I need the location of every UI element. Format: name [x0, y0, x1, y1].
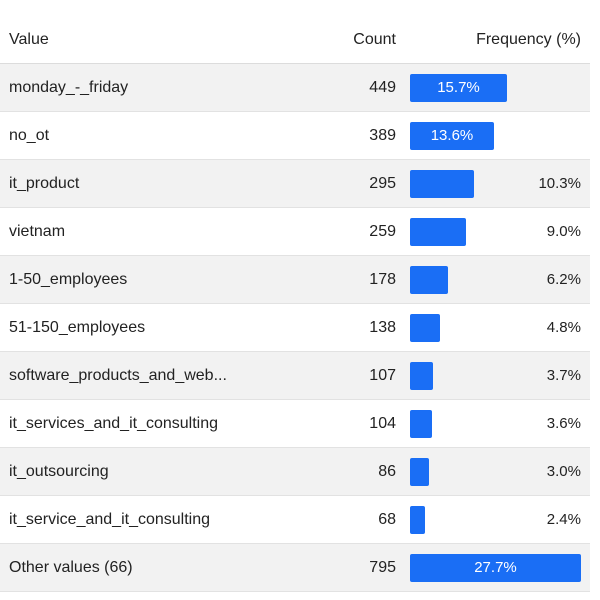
- frequency-bar: [410, 457, 429, 486]
- row-value: software_products_and_web...: [9, 366, 227, 384]
- frequency-percent-label: 3.0%: [546, 463, 581, 480]
- frequency-table: Value Count Frequency (%) monday_-_frida…: [0, 16, 590, 592]
- row-value: no_ot: [9, 126, 50, 144]
- frequency-percent-label: 13.6%: [430, 127, 474, 144]
- table-body: monday_-_friday 449 15.7% no_ot 389 13.6% it_p…: [0, 64, 590, 592]
- frequency-bar: 15.7%: [410, 73, 507, 102]
- table-row: vietnam 259 9.0%: [0, 208, 590, 256]
- row-count: 449: [369, 78, 396, 96]
- frequency-bar: [410, 169, 474, 198]
- frequency-bar: [410, 313, 440, 342]
- row-value: it_service_and_it_consulting: [9, 510, 211, 528]
- table-row: it_services_and_it_consulting 104 3.6%: [0, 400, 590, 448]
- row-frequency: 3.0%: [396, 448, 590, 495]
- frequency-bar-track: 27.7%: [410, 553, 581, 582]
- frequency-bar-track: 4.8%: [410, 313, 581, 342]
- frequency-bar: [410, 505, 425, 534]
- row-count: 86: [378, 462, 396, 480]
- table-header: Value Count Frequency (%): [0, 16, 590, 64]
- table-row: software_products_and_web... 107 3.7%: [0, 352, 590, 400]
- row-frequency: 3.7%: [396, 352, 590, 399]
- row-count: 104: [369, 414, 396, 432]
- row-value: 51-150_employees: [9, 318, 146, 336]
- table-row: it_service_and_it_consulting 68 2.4%: [0, 496, 590, 544]
- frequency-bar-track: 3.0%: [410, 457, 581, 486]
- row-frequency: 2.4%: [396, 496, 590, 543]
- row-count: 295: [369, 174, 396, 192]
- table-row: it_outsourcing 86 3.0%: [0, 448, 590, 496]
- frequency-bar: [410, 409, 432, 438]
- row-value: Other values (66): [9, 558, 133, 576]
- table-row: no_ot 389 13.6%: [0, 112, 590, 160]
- row-value: monday_-_friday: [9, 78, 129, 96]
- frequency-percent-label: 3.6%: [546, 415, 581, 432]
- row-count: 795: [369, 558, 396, 576]
- frequency-percent-label: 27.7%: [474, 559, 517, 576]
- row-frequency: 27.7%: [396, 544, 590, 591]
- frequency-column-header: Frequency (%): [476, 30, 581, 48]
- count-column-header: Count: [353, 30, 396, 48]
- frequency-percent-label: 15.7%: [437, 79, 480, 96]
- table-row: it_product 295 10.3%: [0, 160, 590, 208]
- frequency-percent-label: 10.3%: [538, 175, 581, 192]
- row-value: vietnam: [9, 222, 66, 240]
- frequency-percent-label: 2.4%: [546, 511, 581, 528]
- row-frequency: 15.7%: [396, 64, 590, 111]
- table-row: monday_-_friday 449 15.7%: [0, 64, 590, 112]
- table-row: 1-50_employees 178 6.2%: [0, 256, 590, 304]
- row-frequency: 4.8%: [396, 304, 590, 351]
- frequency-bar-track: 15.7%: [410, 73, 581, 102]
- table-row: Other values (66) 795 27.7%: [0, 544, 590, 592]
- row-value: it_services_and_it_consulting: [9, 414, 219, 432]
- row-count: 107: [369, 366, 396, 384]
- frequency-bar-track: 6.2%: [410, 265, 581, 294]
- row-frequency: 6.2%: [396, 256, 590, 303]
- row-value: it_outsourcing: [9, 462, 109, 480]
- frequency-bar: [410, 217, 466, 246]
- frequency-bar-track: 2.4%: [410, 505, 581, 534]
- frequency-bar: [410, 361, 433, 390]
- frequency-bar: 27.7%: [410, 553, 581, 582]
- row-count: 178: [369, 270, 396, 288]
- frequency-bar: [410, 265, 448, 294]
- frequency-bar: 13.6%: [410, 121, 494, 150]
- row-count: 138: [369, 318, 396, 336]
- row-frequency: 9.0%: [396, 208, 590, 255]
- frequency-percent-label: 6.2%: [546, 271, 581, 288]
- row-value: it_product: [9, 174, 80, 192]
- frequency-bar-track: 10.3%: [410, 169, 581, 198]
- frequency-percent-label: 4.8%: [546, 319, 581, 336]
- frequency-bar-track: 9.0%: [410, 217, 581, 246]
- row-count: 389: [369, 126, 396, 144]
- row-frequency: 10.3%: [396, 160, 590, 207]
- frequency-bar-track: 13.6%: [410, 121, 581, 150]
- frequency-bar-track: 3.7%: [410, 361, 581, 390]
- table-row: 51-150_employees 138 4.8%: [0, 304, 590, 352]
- row-frequency: 3.6%: [396, 400, 590, 447]
- row-frequency: 13.6%: [396, 112, 590, 159]
- row-count: 259: [369, 222, 396, 240]
- row-value: 1-50_employees: [9, 270, 128, 288]
- value-column-header: Value: [9, 30, 49, 48]
- frequency-percent-label: 3.7%: [546, 367, 581, 384]
- frequency-bar-track: 3.6%: [410, 409, 581, 438]
- row-count: 68: [378, 510, 396, 528]
- frequency-percent-label: 9.0%: [546, 223, 581, 240]
